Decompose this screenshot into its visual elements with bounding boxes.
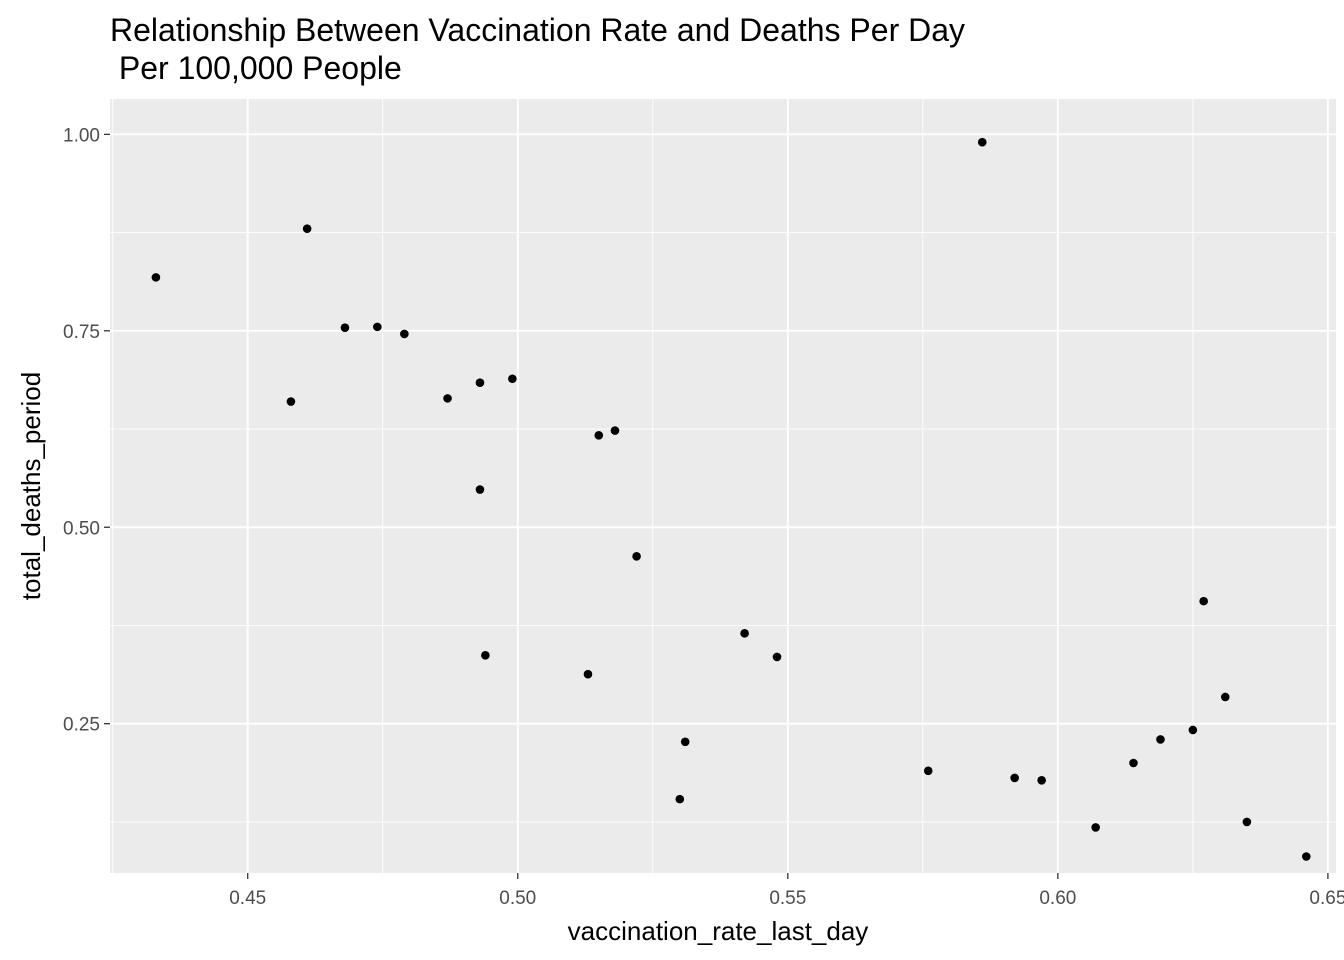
y-tick-label: 0.75 bbox=[63, 322, 100, 343]
y-tick-label: 1.00 bbox=[63, 125, 100, 146]
data-point bbox=[977, 137, 987, 147]
data-point bbox=[1129, 758, 1138, 768]
plot-panel bbox=[110, 99, 1336, 873]
data-point bbox=[740, 629, 749, 638]
data-point bbox=[373, 322, 382, 332]
data-point bbox=[1242, 817, 1252, 827]
data-point bbox=[1199, 596, 1208, 606]
y-axis-title: total_deaths_period bbox=[16, 372, 46, 600]
data-point bbox=[1156, 735, 1165, 744]
data-point bbox=[594, 431, 604, 440]
data-point bbox=[400, 329, 409, 339]
data-point bbox=[675, 794, 685, 804]
major-grid bbox=[110, 99, 1336, 873]
data-point bbox=[302, 224, 312, 233]
x-tick-label: 0.50 bbox=[499, 888, 536, 909]
y-axis: 0.25 0.50 0.75 1.00 bbox=[63, 125, 110, 736]
data-point bbox=[680, 737, 690, 747]
x-axis: 0.45 0.50 0.55 0.60 0.65 bbox=[229, 873, 1344, 909]
data-point bbox=[610, 426, 620, 435]
data-point bbox=[1037, 775, 1046, 785]
data-point bbox=[772, 652, 782, 662]
chart-title-line2: Per 100,000 People bbox=[110, 50, 402, 86]
data-point bbox=[151, 273, 161, 282]
x-tick-label: 0.65 bbox=[1309, 888, 1344, 909]
data-point bbox=[632, 552, 641, 561]
x-tick-label: 0.55 bbox=[769, 888, 806, 909]
data-point bbox=[1010, 773, 1019, 783]
data-point bbox=[1301, 852, 1311, 861]
data-point bbox=[583, 669, 593, 679]
x-tick-label: 0.45 bbox=[229, 888, 266, 909]
data-point bbox=[286, 397, 296, 406]
data-point bbox=[443, 394, 452, 403]
data-point bbox=[475, 378, 485, 387]
data-point bbox=[923, 766, 933, 776]
y-tick-label: 0.25 bbox=[63, 715, 100, 736]
data-point bbox=[508, 374, 517, 384]
data-point bbox=[340, 323, 350, 332]
data-point bbox=[1220, 692, 1230, 702]
x-tick-label: 0.60 bbox=[1039, 888, 1076, 909]
data-point bbox=[1188, 725, 1198, 735]
y-tick-label: 0.50 bbox=[63, 518, 100, 539]
minor-grid bbox=[110, 99, 1336, 873]
data-point bbox=[481, 651, 490, 660]
data-points bbox=[151, 137, 1311, 861]
x-axis-title: vaccination_rate_last_day bbox=[568, 916, 869, 946]
data-point bbox=[475, 485, 485, 494]
chart-title-line1: Relationship Between Vaccination Rate an… bbox=[110, 12, 965, 48]
data-point bbox=[1091, 823, 1100, 832]
